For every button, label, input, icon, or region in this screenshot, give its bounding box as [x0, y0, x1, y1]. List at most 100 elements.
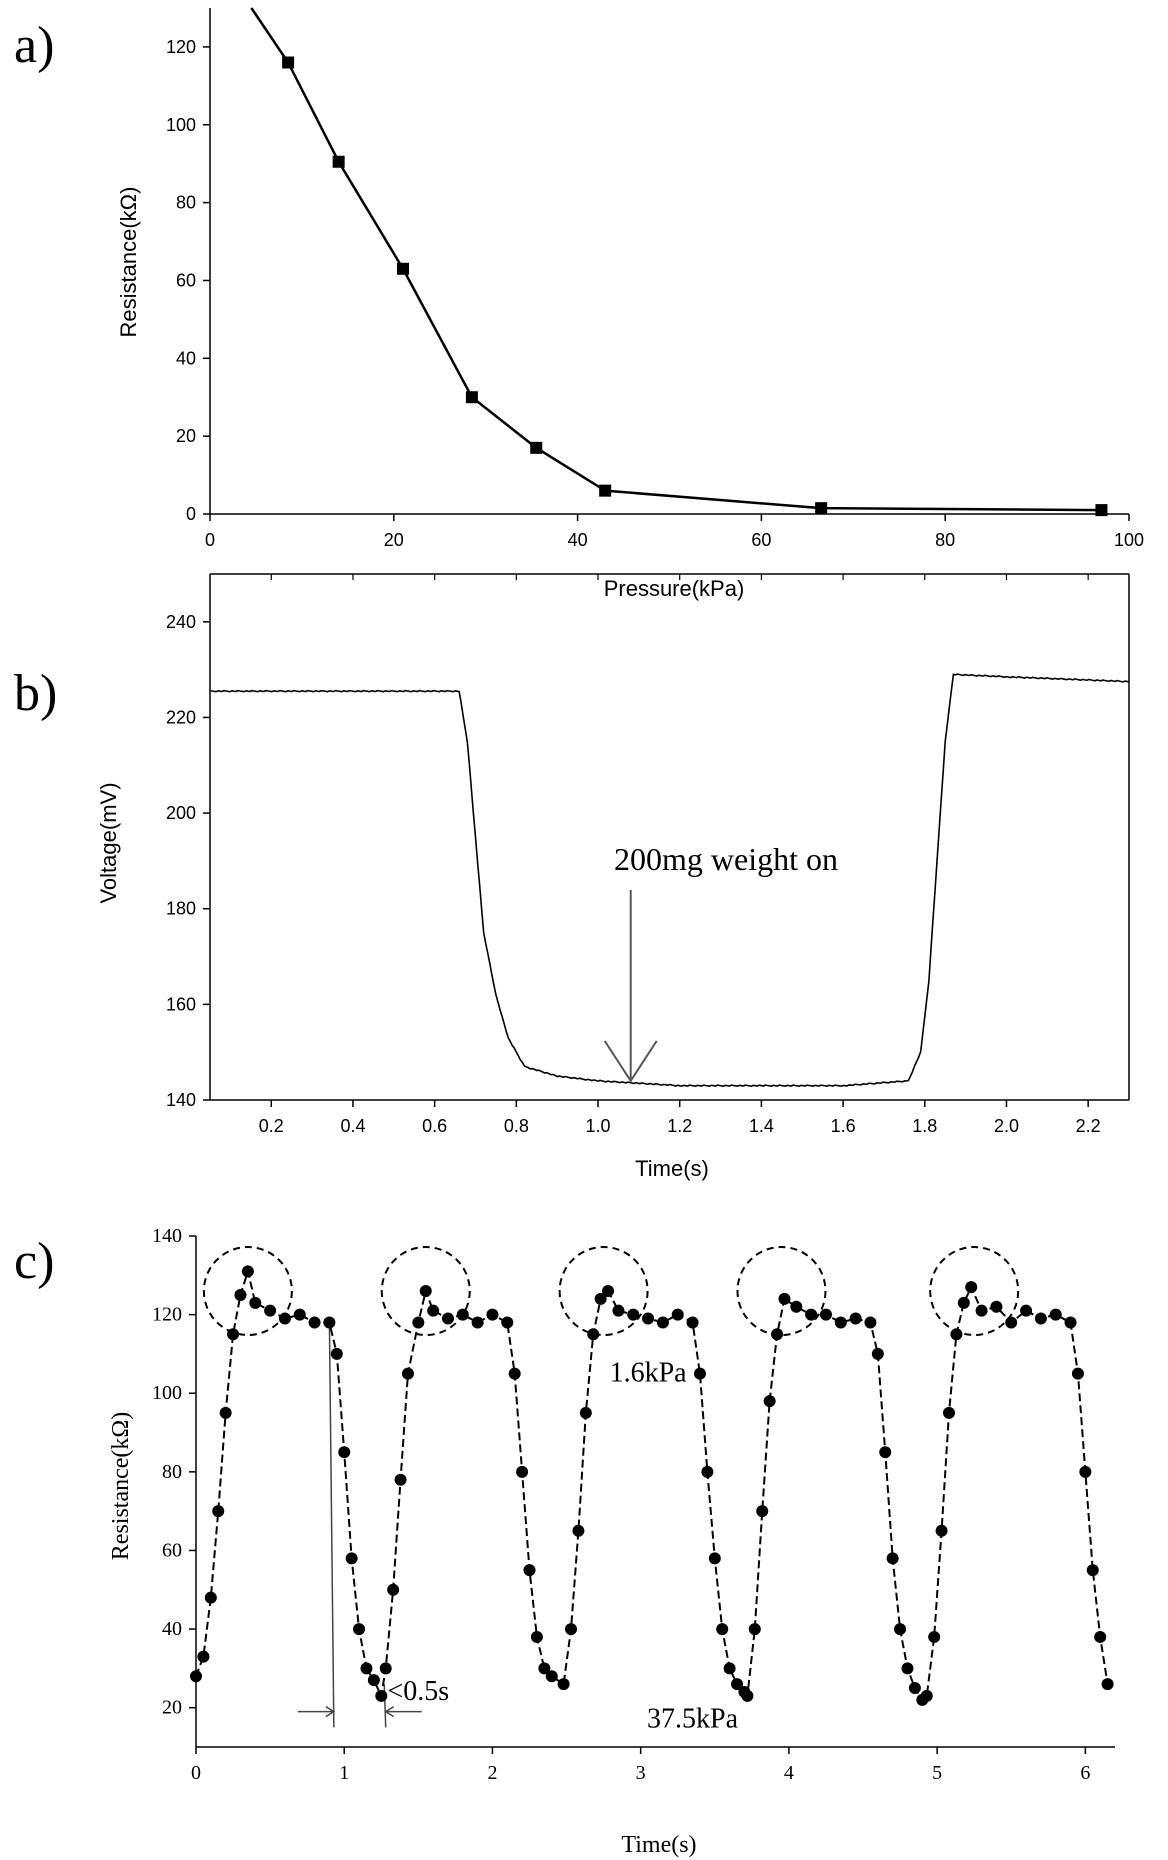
- data-point: [1101, 1678, 1114, 1691]
- response-time-arrowhead-left: [325, 1705, 336, 1718]
- data-point: [471, 1316, 484, 1329]
- series-line: [209, 673, 1130, 1088]
- data-point: [367, 1674, 380, 1687]
- data-point: [338, 1446, 351, 1459]
- x-tick-label: 2.2: [1076, 1116, 1101, 1136]
- panel-b-line-chart: b) 0.2 0.4 0.6 0.8 1.0 1.2 1.4 1.6 1.8 2.0 2.2 140 1…: [14, 573, 1130, 1181]
- data-point: [401, 1367, 414, 1380]
- data-point: [805, 1308, 818, 1321]
- data-point: [486, 1308, 499, 1321]
- y-tick-label: 60: [176, 270, 196, 290]
- y-tick-label: 40: [162, 1618, 182, 1640]
- panel-c-annotation-low-pressure: 1.6kPa: [610, 1357, 688, 1388]
- y-tick-label: 40: [176, 348, 196, 368]
- x-tick-label: 1.6: [831, 1116, 856, 1136]
- response-time-arrowhead-right: [384, 1705, 395, 1718]
- data-point: [204, 1591, 217, 1604]
- data-point: [920, 1689, 933, 1702]
- panel-label-c: c): [14, 1233, 54, 1290]
- data-point: [1020, 1304, 1033, 1317]
- data-point: [530, 1630, 543, 1643]
- y-tick-label: 220: [166, 707, 196, 727]
- x-tick-label: 2.0: [994, 1116, 1019, 1136]
- data-point: [612, 1304, 625, 1317]
- data-point: [212, 1505, 225, 1518]
- data-point: [928, 1630, 941, 1643]
- data-point: [894, 1623, 907, 1636]
- data-point: [353, 1623, 366, 1636]
- data-point: [1064, 1316, 1077, 1329]
- data-point: [957, 1296, 970, 1309]
- data-point-marker: [332, 155, 345, 168]
- y-tick-label: 100: [152, 1382, 182, 1404]
- data-point: [594, 1292, 607, 1305]
- data-point: [901, 1662, 914, 1675]
- data-point: [879, 1446, 892, 1459]
- peak-highlight-circle: [929, 1246, 1020, 1337]
- data-point: [441, 1312, 454, 1325]
- data-point: [686, 1316, 699, 1329]
- data-point: [330, 1347, 343, 1360]
- data-point: [456, 1308, 469, 1321]
- data-point: [427, 1304, 440, 1317]
- x-tick-label: 2: [487, 1762, 497, 1784]
- y-tick-label: 80: [162, 1461, 182, 1483]
- data-point: [308, 1316, 321, 1329]
- series-line: [250, 7, 1102, 512]
- data-point: [731, 1678, 744, 1691]
- x-tick-label: 0.4: [340, 1116, 365, 1136]
- data-point: [950, 1328, 963, 1341]
- y-tick-label: 240: [166, 612, 196, 632]
- y-tick-label: 140: [166, 1090, 196, 1110]
- data-point: [1005, 1316, 1018, 1329]
- y-tick-label: 0: [186, 504, 196, 524]
- data-point: [197, 1650, 210, 1663]
- x-tick-label: 1.4: [749, 1116, 774, 1136]
- data-point: [642, 1312, 655, 1325]
- data-point: [1034, 1312, 1047, 1325]
- data-point: [565, 1623, 578, 1636]
- panel-c-annotation-response-time: <0.5s: [387, 1676, 449, 1707]
- data-point: [716, 1623, 729, 1636]
- data-point: [1071, 1367, 1084, 1380]
- data-point: [234, 1288, 247, 1301]
- x-tick-label: 0: [191, 1762, 201, 1784]
- data-point-marker: [396, 262, 409, 275]
- data-point-marker: [465, 391, 478, 404]
- data-point: [849, 1312, 862, 1325]
- x-tick-label: 0.6: [422, 1116, 447, 1136]
- data-point-marker: [1095, 504, 1108, 517]
- data-point: [602, 1285, 615, 1298]
- data-point: [190, 1670, 202, 1683]
- panel-label-b: b): [14, 665, 57, 722]
- data-point: [412, 1316, 425, 1329]
- data-point-marker: [282, 56, 295, 69]
- data-point: [790, 1300, 803, 1313]
- panel-c-annotations: [202, 1246, 1020, 1728]
- data-point: [375, 1689, 388, 1702]
- data-point: [379, 1662, 392, 1675]
- data-point: [693, 1367, 706, 1380]
- data-point: [965, 1281, 978, 1294]
- panel-b-annotation-text: 200mg weight on: [614, 841, 838, 877]
- panel-c-marks: [190, 1265, 1114, 1706]
- data-point: [701, 1465, 714, 1478]
- data-point: [587, 1328, 600, 1341]
- data-point-marker: [815, 502, 828, 515]
- response-time-guide-left: [328, 1322, 335, 1728]
- panel-b-axes: 0.2 0.4 0.6 0.8 1.0 1.2 1.4 1.6 1.8 2.0 2.2 140 160 1…: [166, 573, 1130, 1136]
- y-tick-label: 20: [176, 426, 196, 446]
- x-tick-label: 0.2: [259, 1116, 284, 1136]
- panel-b-marks: [209, 673, 1130, 1088]
- data-point: [656, 1316, 669, 1329]
- data-point: [748, 1623, 761, 1636]
- response-time-guide-right: [383, 1684, 387, 1728]
- data-point: [278, 1312, 291, 1325]
- data-point: [908, 1682, 921, 1695]
- data-point: [557, 1678, 570, 1691]
- data-point: [508, 1367, 521, 1380]
- x-tick-label: 4: [784, 1762, 794, 1784]
- data-point: [572, 1524, 585, 1537]
- data-point: [1086, 1564, 1099, 1577]
- panel-label-a: a): [14, 17, 54, 74]
